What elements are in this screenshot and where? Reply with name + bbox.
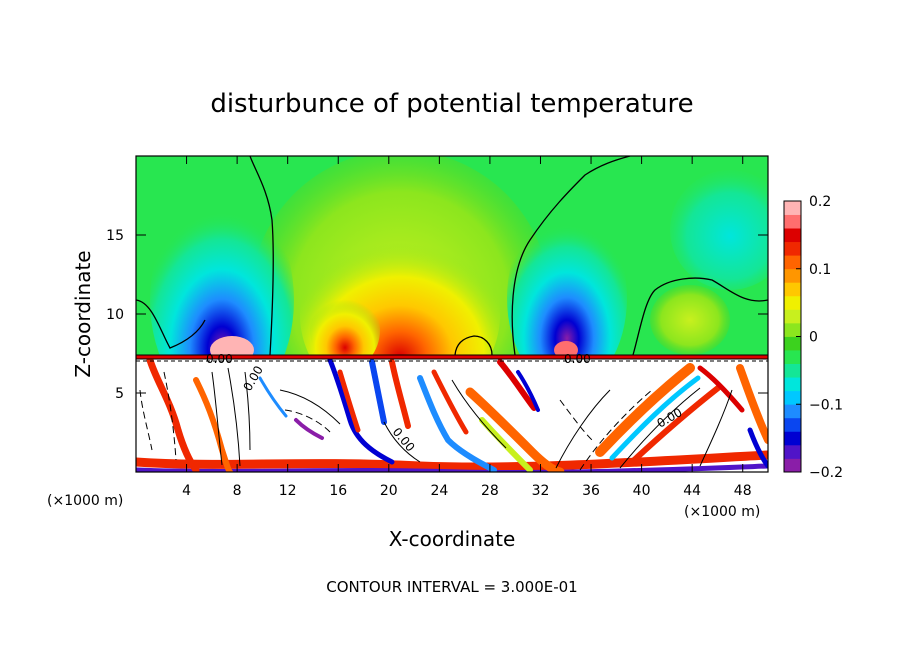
colorbar-tick-label: −0.1	[809, 397, 843, 413]
colorbar-swatch	[784, 241, 801, 256]
x-tick-label: 24	[430, 483, 448, 499]
colorbar-swatch	[784, 458, 801, 473]
colorbar-swatch	[784, 377, 801, 392]
colorbar-swatch	[784, 214, 801, 229]
colorbar-swatch	[784, 228, 801, 243]
x-tick-label: 20	[380, 483, 398, 499]
colorbar-swatch	[784, 309, 801, 324]
x-tick-label: 36	[582, 483, 600, 499]
x-axis-title: X-coordinate	[389, 527, 516, 551]
colorbar-swatch	[784, 295, 801, 310]
interface-strip	[136, 354, 768, 362]
x-tick-label: 16	[329, 483, 347, 499]
cyan-anomaly	[670, 170, 768, 290]
colorbar-swatch	[784, 201, 801, 215]
y-axis: 5 10 15	[106, 228, 768, 402]
contour-interval: CONTOUR INTERVAL = 3.000E-01	[326, 578, 577, 596]
colorbar-swatch	[784, 431, 801, 446]
colorbar-swatch	[784, 350, 801, 364]
x-tick-label: 44	[683, 483, 701, 499]
colorbar-swatch	[784, 268, 801, 283]
x-tick-label: 28	[481, 483, 499, 499]
contour-label: 0.00	[206, 352, 233, 366]
y-tick-label: 15	[106, 228, 124, 244]
x-unit-left: (×1000 m)	[47, 493, 123, 509]
contour-lines-lower	[139, 367, 733, 471]
y-tick-label: 10	[106, 307, 124, 323]
warm-anomaly-peak	[310, 290, 380, 370]
y-tick-label: 5	[115, 386, 124, 402]
contour-lines	[136, 156, 768, 356]
lower-layer-bands	[136, 356, 768, 472]
x-tick-label: 40	[633, 483, 651, 499]
lower-layer	[136, 357, 768, 472]
x-tick-label: 48	[734, 483, 752, 499]
x-axis: 4 8 12 16 20 24 28 32 36 40 44 48	[182, 156, 752, 499]
colorbar-swatch	[784, 363, 801, 378]
colorbar-swatch	[784, 444, 801, 459]
colorbar-swatch	[784, 322, 801, 337]
lime-anomaly-right	[650, 285, 730, 355]
cold-anomaly-right	[507, 206, 627, 390]
colorbar-swatch	[784, 390, 801, 405]
y-axis-title: Z-coordinate	[71, 250, 95, 377]
colorbar: −0.2 −0.1 0 0.1 0.2	[783, 194, 843, 481]
colorbar-swatch	[784, 336, 801, 351]
colorbar-swatch	[784, 404, 801, 419]
colorbar-swatch	[784, 255, 801, 270]
x-tick-label: 4	[182, 483, 191, 499]
plot-field: 0.00 0.00 0.00 0.00 0.00	[136, 156, 768, 472]
chart-title: disturbunce of potential temperature	[210, 89, 693, 119]
x-tick-label: 8	[233, 483, 242, 499]
x-tick-label: 12	[279, 483, 297, 499]
contour-label: 0.00	[564, 352, 591, 366]
colorbar-tick-label: −0.2	[809, 465, 843, 481]
colorbar-tick-label: 0	[809, 330, 818, 346]
colorbar-tick-label: 0.2	[809, 194, 831, 210]
colorbar-swatch	[784, 417, 801, 432]
x-tick-label: 32	[532, 483, 550, 499]
colorbar-swatch	[784, 282, 801, 297]
colorbar-tick-label: 0.1	[809, 262, 831, 278]
x-unit-right: (×1000 m)	[684, 504, 760, 520]
